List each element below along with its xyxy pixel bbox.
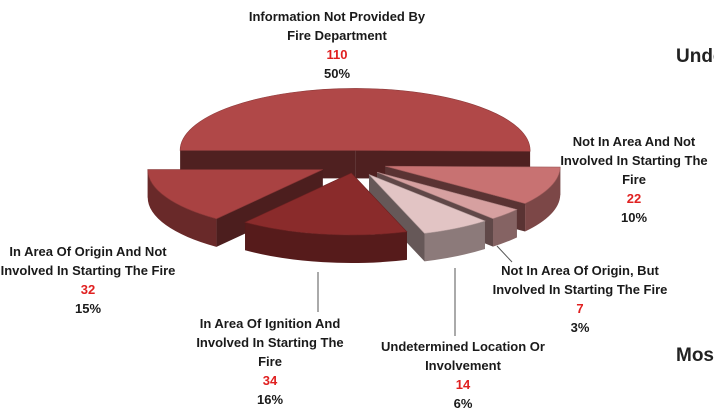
percent-label: 50% xyxy=(323,66,351,81)
value-label: 32 xyxy=(80,282,96,297)
slice-side xyxy=(525,167,561,232)
percent-label: 16% xyxy=(256,392,284,407)
percent-label: 15% xyxy=(74,301,102,316)
slice-side xyxy=(147,169,217,247)
pie xyxy=(147,88,561,264)
category-label: Undetermined Location Or Involvement xyxy=(381,339,545,373)
slice xyxy=(376,171,518,219)
slice-wall xyxy=(369,174,425,262)
slice xyxy=(385,165,561,204)
slice-side xyxy=(245,222,407,264)
slice-label: Information Not Provided By Fire Departm… xyxy=(237,7,437,83)
percent-label: 3% xyxy=(570,320,590,335)
value-label: 22 xyxy=(626,191,642,206)
category-label: Not In Area Of Origin, But Involved In S… xyxy=(492,263,668,297)
category-label: In Area Of Origin And Not Involved In St… xyxy=(0,244,176,278)
value-label: 7 xyxy=(576,301,584,316)
value-label: 110 xyxy=(326,47,348,62)
slice-label: Not In Area Of Origin, But Involved In S… xyxy=(490,261,670,337)
percent-label: 6% xyxy=(453,396,473,408)
slice xyxy=(368,174,486,234)
category-label: Not In Area And Not Involved In Starting… xyxy=(560,134,708,187)
slice xyxy=(147,169,323,220)
leader-line xyxy=(496,245,513,263)
side-text: Most xyxy=(676,345,714,366)
category-label: Information Not Provided By Fire Departm… xyxy=(248,9,426,43)
slice-label: Not In Area And Not Involved In Starting… xyxy=(554,132,714,227)
slice xyxy=(179,88,531,152)
value-label: 14 xyxy=(455,377,471,392)
slice-label: In Area Of Origin And Not Involved In St… xyxy=(0,242,177,318)
slice-label: Undetermined Location Or Involvement 14 6% xyxy=(378,337,548,408)
slice-side xyxy=(424,220,485,262)
percent-label: 10% xyxy=(620,210,648,225)
slice xyxy=(244,172,408,236)
slice-label: In Area Of Ignition And Involved In Star… xyxy=(185,314,355,408)
side-text: Unde xyxy=(676,46,714,67)
value-label: 34 xyxy=(262,373,278,388)
category-label: In Area Of Ignition And Involved In Star… xyxy=(196,316,344,369)
slice-side xyxy=(493,209,517,247)
